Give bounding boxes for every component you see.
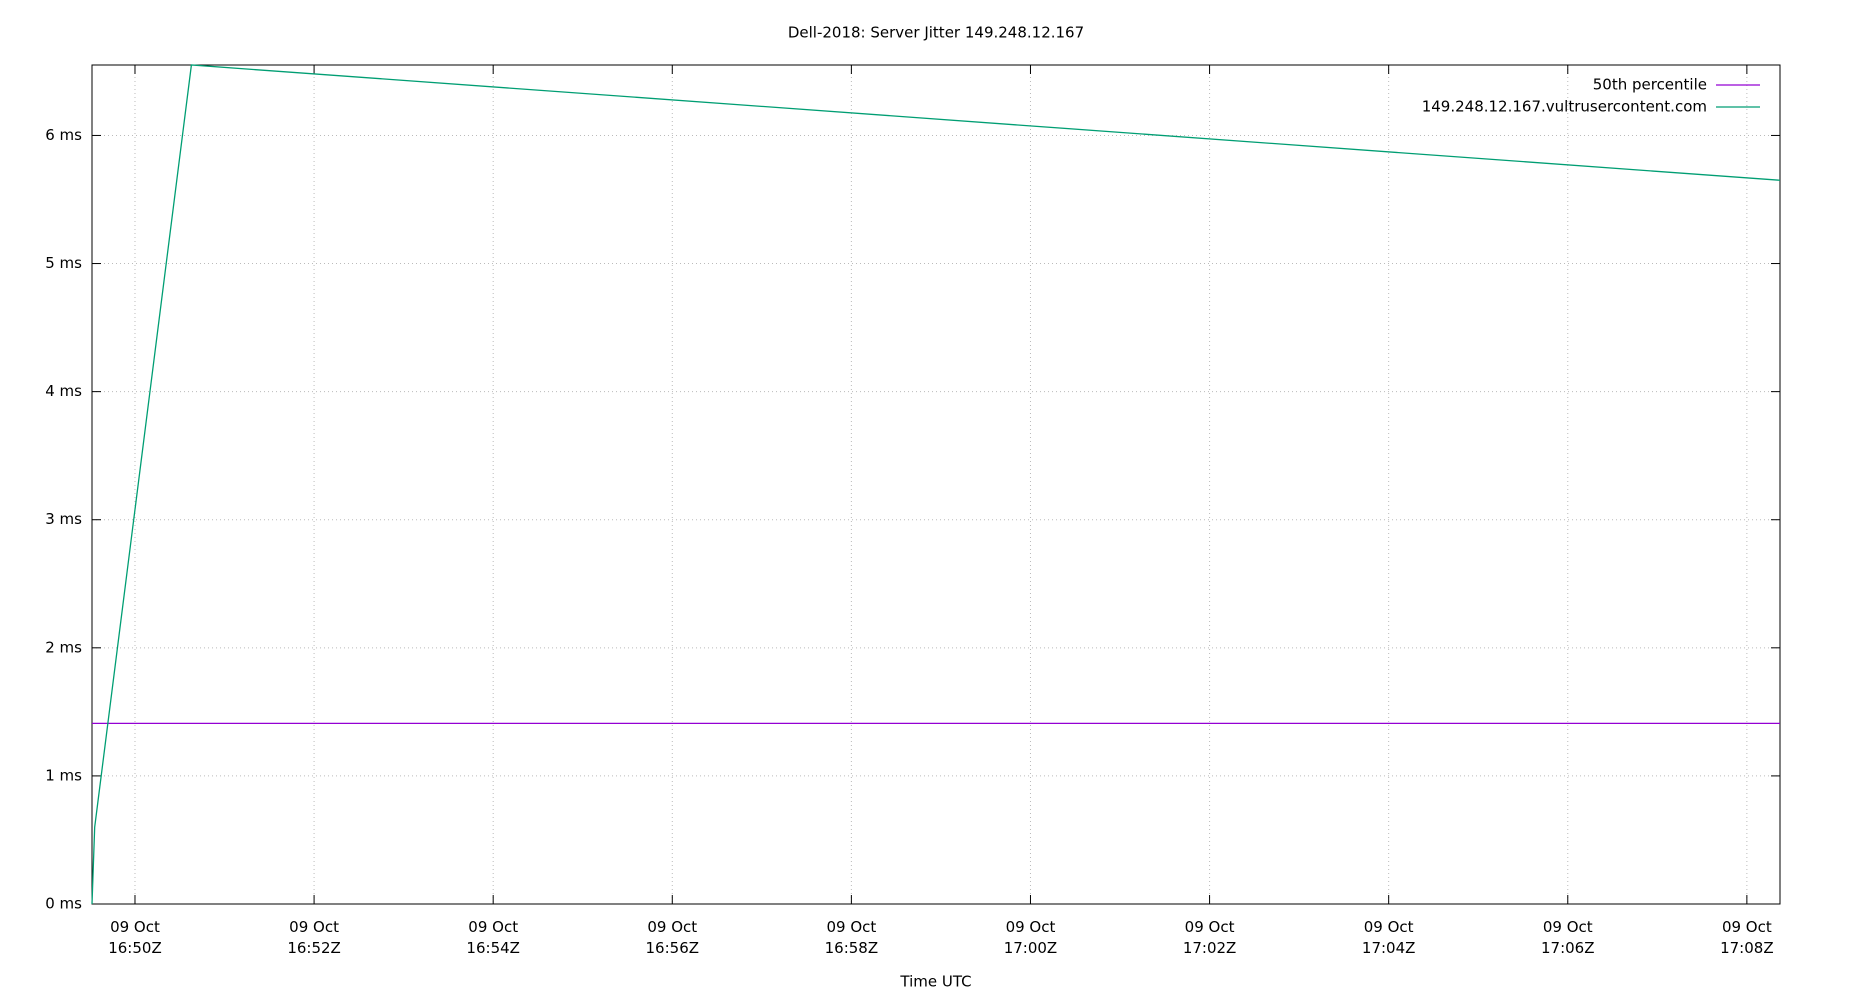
x-tick-label: 09 Oct 16:50Z	[108, 918, 162, 957]
x-tick-label: 09 Oct 17:04Z	[1362, 918, 1416, 957]
x-tick-label: 09 Oct 16:54Z	[466, 918, 520, 957]
y-tick-label: 5 ms	[45, 254, 82, 272]
x-tick-label: 09 Oct 17:02Z	[1183, 918, 1237, 957]
y-tick-label: 6 ms	[45, 126, 82, 144]
x-tick-label: 09 Oct 16:56Z	[646, 918, 700, 957]
x-tick-label: 09 Oct 17:08Z	[1720, 918, 1774, 957]
x-tick-label: 09 Oct 17:00Z	[1004, 918, 1058, 957]
plot-border	[91, 64, 1781, 905]
x-tick-label: 09 Oct 16:52Z	[287, 918, 341, 957]
legend-label: 149.248.12.167.vultrusercontent.com	[1422, 98, 1707, 116]
x-tick-label: 09 Oct 17:06Z	[1541, 918, 1595, 957]
legend-label: 50th percentile	[1593, 76, 1707, 94]
y-tick-label: 4 ms	[45, 382, 82, 400]
y-tick-label: 1 ms	[45, 766, 82, 784]
series-line	[91, 64, 1781, 905]
y-tick-label: 3 ms	[45, 510, 82, 528]
x-tick-label: 09 Oct 16:58Z	[825, 918, 879, 957]
chart-title: Dell-2018: Server Jitter 149.248.12.167	[788, 24, 1084, 42]
y-tick-label: 0 ms	[45, 895, 82, 913]
y-tick-label: 2 ms	[45, 638, 82, 656]
x-axis-label: Time UTC	[899, 973, 971, 991]
